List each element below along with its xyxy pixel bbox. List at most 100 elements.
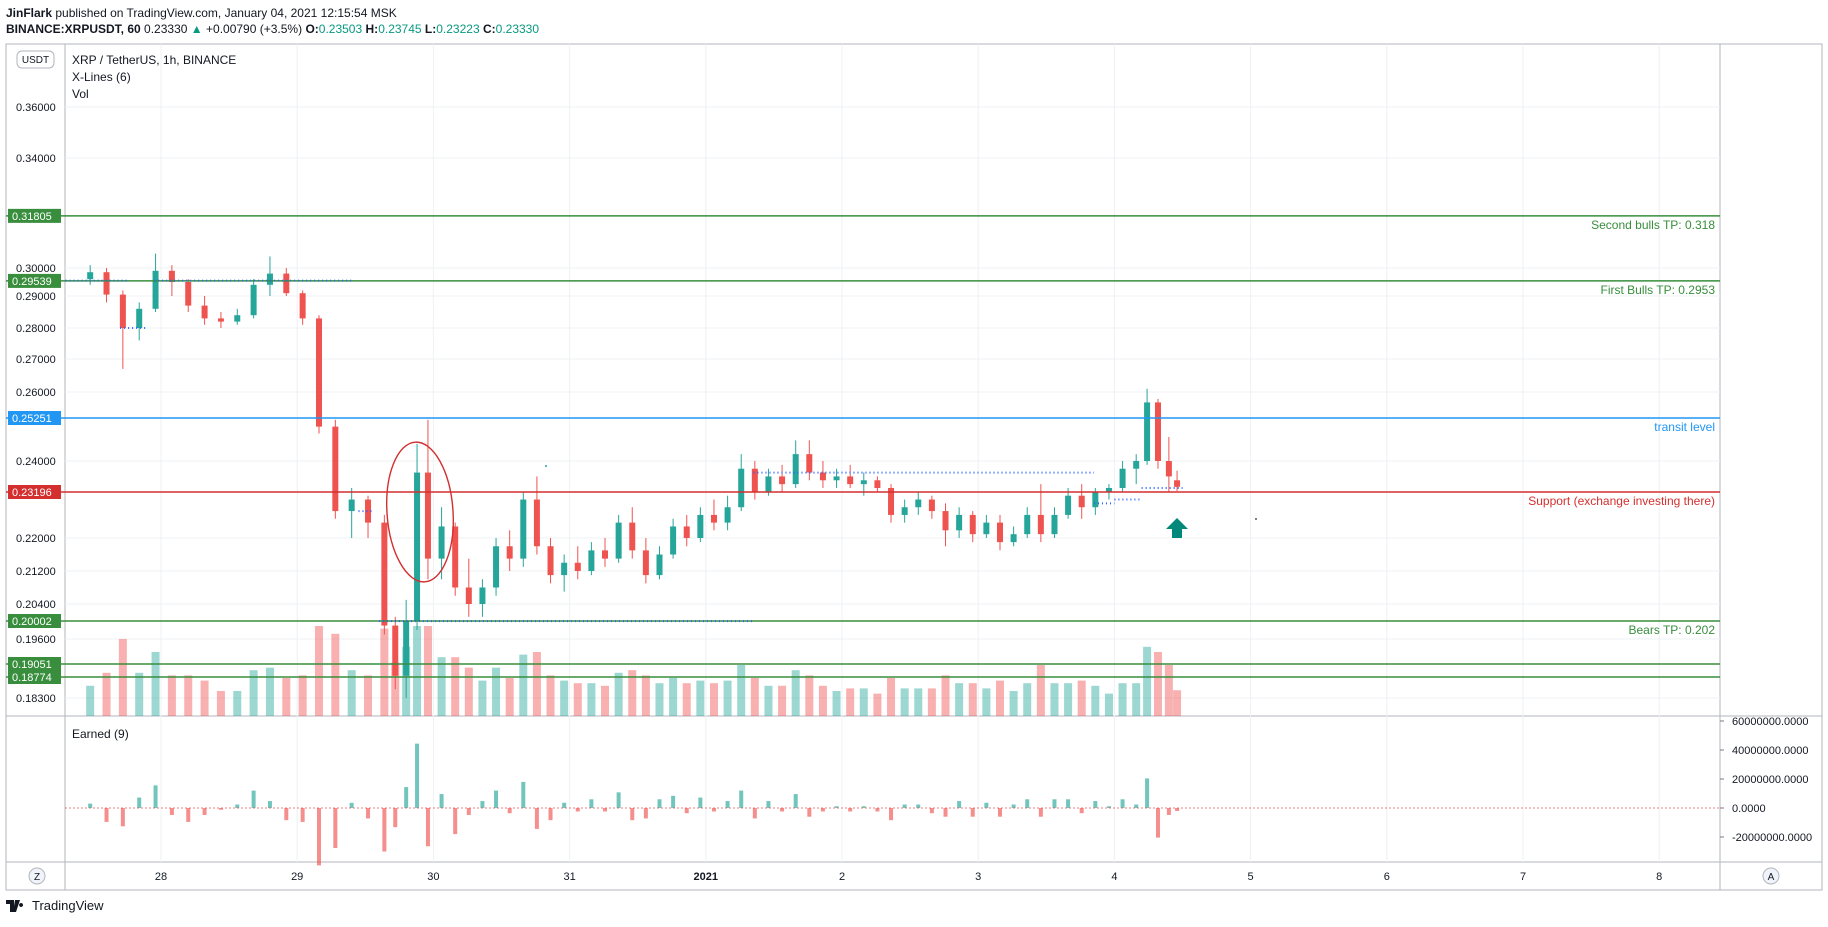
level-price-tag — [8, 485, 61, 499]
earned-bar — [507, 808, 512, 814]
candle-body — [1119, 468, 1126, 488]
tradingview-logo-icon — [6, 899, 24, 912]
earned-bar — [251, 790, 256, 808]
earned-bar — [698, 797, 703, 808]
volume-bar — [200, 680, 209, 716]
price-tick-label: 0.28000 — [16, 323, 56, 335]
earned-bar — [1175, 808, 1180, 811]
time-tick-label: 30 — [427, 871, 439, 883]
price-tick-label: 0.21200 — [16, 566, 56, 578]
candle-body — [1065, 495, 1072, 515]
level-label: transit level — [1654, 420, 1715, 434]
time-tick-label: 31 — [563, 871, 575, 883]
legend-vol: Vol — [72, 87, 89, 101]
volume-bar — [587, 683, 596, 716]
candle-body — [670, 526, 677, 555]
earned-bar — [1145, 778, 1150, 808]
level-label: Support (exchange investing there) — [1528, 494, 1715, 508]
earned-series — [88, 743, 1180, 866]
candle-body — [642, 550, 649, 576]
earned-bar — [534, 808, 539, 829]
volume-bar — [1036, 665, 1045, 716]
candle-body — [806, 454, 813, 473]
level-price-text: 0.18774 — [12, 672, 52, 684]
earned-bar — [1038, 808, 1043, 817]
earned-bar — [875, 808, 880, 812]
indicator-tick-label: -20000000.0000 — [1732, 832, 1812, 844]
volume-bar — [451, 657, 460, 716]
volume-bar — [331, 633, 340, 716]
volume-bar — [423, 626, 432, 716]
candle-body — [915, 499, 922, 508]
earned-bar — [300, 808, 305, 822]
volume-bar — [135, 672, 144, 716]
time-tick-label: 4 — [1111, 871, 1117, 883]
candle-body — [403, 621, 410, 676]
a-button[interactable] — [1762, 867, 1780, 885]
indicator-tick-label: 60000000.0000 — [1732, 716, 1808, 728]
currency-button-label: USDT — [22, 55, 49, 66]
earned-bar — [415, 743, 420, 808]
candle-body — [847, 476, 854, 485]
earned-bar — [807, 808, 812, 817]
level-price-text: 0.25251 — [12, 413, 52, 425]
earned-bar — [153, 785, 158, 808]
candle-body — [969, 514, 976, 535]
candle-body — [1133, 461, 1140, 469]
volume-bar — [832, 691, 841, 716]
price-tick-label: 0.19600 — [16, 634, 56, 646]
candle-body — [1092, 491, 1099, 508]
earned-bar — [333, 808, 338, 849]
indicator-tick-label: 20000000.0000 — [1732, 774, 1808, 786]
dot-marker — [1255, 518, 1257, 520]
volume-bar — [709, 683, 718, 716]
earned-bar — [1155, 808, 1160, 838]
candle-body — [136, 308, 143, 328]
candle-body — [520, 499, 527, 559]
earned-bar — [425, 808, 430, 847]
earned-bar — [834, 806, 839, 808]
candle-body — [697, 514, 704, 538]
indicator-tick-label: 40000000.0000 — [1732, 745, 1808, 757]
dot-marker — [545, 465, 547, 467]
currency-button[interactable] — [16, 50, 55, 69]
volume-bar — [1153, 652, 1162, 716]
level-label: First Bulls TP: 0.2953 — [1601, 283, 1716, 297]
level-price-text: 0.19051 — [12, 659, 52, 671]
volume-bar — [1118, 683, 1127, 716]
grid — [65, 44, 1720, 862]
volume-bar — [914, 688, 923, 716]
volume-bar — [298, 675, 307, 716]
footer-brand[interactable]: TradingView — [6, 898, 104, 913]
earned-bar — [1066, 799, 1071, 808]
candle-series — [87, 253, 1181, 698]
earned-bar — [902, 804, 907, 808]
price-tick-label: 0.29000 — [16, 291, 56, 303]
time-tick-label: 2021 — [694, 871, 718, 883]
close-value: 0.23330 — [495, 22, 540, 36]
z-button-label: Z — [34, 872, 40, 883]
open-value: 0.23503 — [318, 22, 363, 36]
candle-body — [928, 499, 935, 512]
volume-bar — [941, 675, 950, 716]
earned-bar — [316, 808, 321, 866]
price-change: +0.00790 (+3.5%) — [206, 22, 303, 36]
candle-body — [1144, 402, 1151, 461]
candle-body — [901, 507, 908, 515]
earned-bar — [984, 802, 989, 808]
author-name[interactable]: JinFlark — [6, 6, 53, 20]
volume-bar — [859, 688, 868, 716]
earned-bar — [671, 795, 676, 808]
level-price-text: 0.20002 — [12, 616, 52, 628]
candle-body — [1037, 514, 1044, 535]
volume-bar — [995, 680, 1004, 716]
candle-body — [656, 554, 663, 576]
earned-bar — [1011, 804, 1016, 808]
up-triangle-icon: ▲ — [190, 22, 203, 36]
price-tick-label: 0.36000 — [16, 102, 56, 114]
level-label: Bears TP: 0.202 — [1629, 623, 1716, 637]
volume-bar — [818, 685, 827, 716]
candle-body — [381, 522, 388, 626]
z-button[interactable] — [28, 867, 46, 885]
